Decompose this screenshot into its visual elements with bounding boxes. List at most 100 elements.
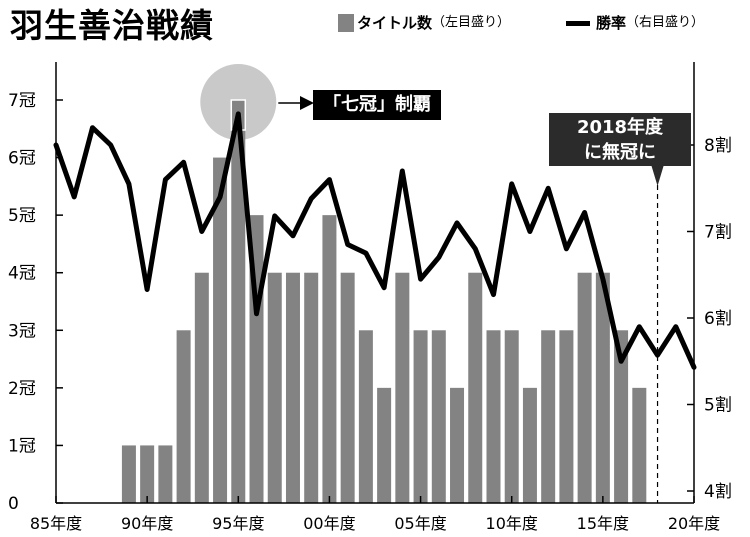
bar-title-count [595,272,610,503]
bar-title-count [413,330,428,503]
x-axis-tick-label: 20年度 [668,514,720,533]
win-rate-point [181,160,186,165]
legend-line-label: 勝率 [596,14,627,32]
legend-bar-note: （左目盛り） [432,15,511,30]
win-rate-point [345,242,350,247]
right-axis-tick-label: 7割 [704,223,732,243]
win-rate-point [436,255,441,260]
win-rate-point [199,229,204,234]
win-rate-point [272,213,277,218]
bar-title-count [450,387,465,503]
legend-bar-swatch [338,14,354,32]
left-axis-tick-label: 1冠 [8,436,36,456]
win-rate-point [637,324,642,329]
legend-line-note: （右目盛り） [626,15,705,30]
win-rate-point [546,186,551,191]
x-axis-tick-label: 10年度 [486,514,538,533]
bar-title-count [285,272,300,503]
win-rate-point [564,246,569,251]
annotation-no-title-line2: に無冠に [584,142,656,163]
bar-title-count [176,330,191,503]
win-rate-point [655,353,660,358]
bar-title-count [468,272,483,503]
x-axis-tick-label: 00年度 [303,514,355,533]
annotation-no-title-pointer [651,166,664,186]
win-rate-point [455,220,460,225]
win-rate-point [400,168,405,173]
bar-title-count [614,330,629,503]
bar-title-count [231,100,246,503]
bar-title-count [358,330,373,503]
bar-title-count [322,215,337,503]
annotation-seven-crowns-pointer [300,96,314,110]
legend-bar-label: タイトル数 [357,14,433,32]
win-rate-point [418,277,423,282]
bar-title-count [194,272,209,503]
win-rate-point [290,233,295,238]
bar-title-count [395,272,410,503]
x-axis-tick-label: 85年度 [30,514,82,533]
chart-title: 羽生善治戦績 [10,6,214,45]
right-axis-tick-label: 6割 [704,309,732,329]
bar-title-count [377,387,392,503]
x-axis-tick-label: 05年度 [394,514,446,533]
win-rate-point [673,324,678,329]
win-rate-point [473,246,478,251]
x-axis-tick-label: 15年度 [577,514,629,533]
bar-title-count [304,272,319,503]
annotation-no-title-line1: 2018年度 [576,117,664,138]
win-rate-point [527,229,532,234]
annotation-seven-crowns: 「七冠」制覇 [313,90,441,120]
win-rate-point [126,181,131,186]
left-axis-tick-label: 6冠 [8,149,36,169]
win-rate-point [363,251,368,256]
win-rate-point [145,287,150,292]
left-axis-tick-label: 3冠 [8,321,36,341]
bar-title-count [121,445,136,503]
bar-title-count [559,330,574,503]
left-axis-tick-label: 7冠 [8,91,36,111]
win-rate-point [600,277,605,282]
win-rate-point [692,365,696,370]
win-rate-point [163,177,168,182]
win-rate-point [254,311,259,316]
bar-title-count [213,157,228,504]
win-rate-point [619,359,624,364]
bar-title-count [340,272,355,503]
bar-title-count [504,330,519,503]
series-line-win-rate [53,111,697,370]
win-rate-point [236,111,241,116]
bar-title-count [522,387,537,503]
legend-bars: タイトル数 （左目盛り） [338,12,510,34]
left-axis-tick-label: 5冠 [8,206,36,226]
right-axis-tick-label: 5割 [704,396,732,416]
bar-title-count [541,330,556,503]
win-rate-point [90,125,95,130]
right-axis-tick-label: 8割 [704,136,732,156]
win-rate-point [382,285,387,290]
bar-title-count [431,330,446,503]
legend-line: 勝率 （右目盛り） [566,12,704,34]
win-rate-point [218,194,223,199]
win-rate-point [582,210,587,215]
win-rate-point [509,181,514,186]
bar-title-count [267,272,282,503]
right-axis-tick-label: 4割 [704,482,732,502]
win-rate-point [72,194,77,199]
win-rate-point [108,143,113,147]
bar-title-count [486,330,501,503]
win-rate-point [327,177,332,182]
bar-title-count [632,387,647,503]
left-axis-tick-label: 2冠 [8,379,36,399]
bar-title-count [577,272,592,503]
x-axis-tick-label: 95年度 [212,514,264,533]
win-rate-point [54,143,58,147]
left-axis-tick-label: 0 [8,494,19,514]
win-rate-point [491,292,496,297]
legend-line-swatch [566,20,590,26]
annotation-no-title: 2018年度 に無冠に [549,113,691,166]
left-axis-tick-label: 4冠 [8,264,36,284]
bar-title-count [158,445,173,503]
x-axis-tick-label: 90年度 [121,514,173,533]
